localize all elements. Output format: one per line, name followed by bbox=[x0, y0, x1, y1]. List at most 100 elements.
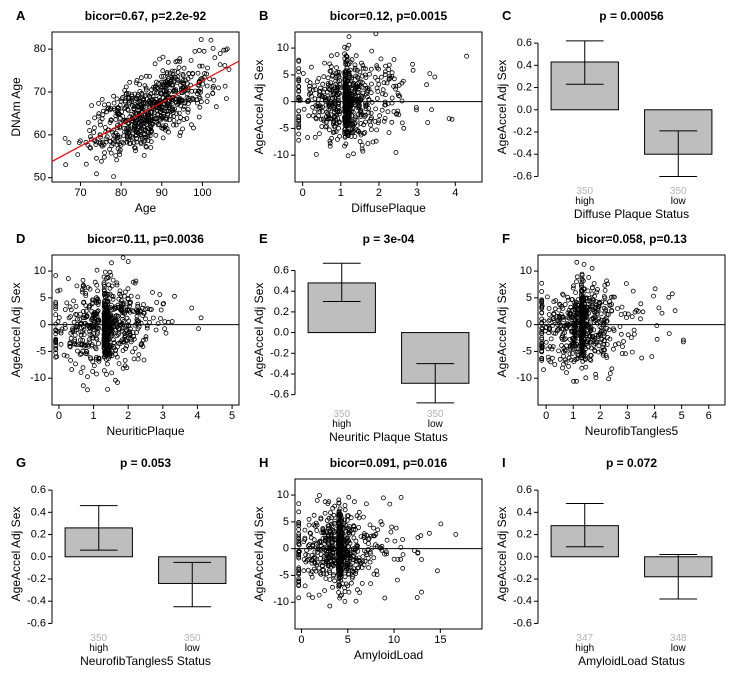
panel-F: Fbicor=0.058, p=0.130123456-10-50510Neur… bbox=[492, 229, 731, 448]
svg-text:-10: -10 bbox=[273, 596, 289, 608]
panel-I: Ip = 0.072-0.6-0.4-0.20.00.20.40.6347hig… bbox=[492, 453, 731, 672]
svg-text:0.0: 0.0 bbox=[517, 550, 532, 562]
svg-text:-5: -5 bbox=[279, 569, 289, 581]
svg-text:3: 3 bbox=[624, 410, 630, 422]
scatter-plot: Dbicor=0.11, p=0.0036012345-10-50510Neur… bbox=[6, 229, 245, 447]
svg-text:0: 0 bbox=[543, 410, 549, 422]
panel-D: Dbicor=0.11, p=0.0036012345-10-50510Neur… bbox=[6, 229, 245, 448]
scatter-plot: Fbicor=0.058, p=0.130123456-10-50510Neur… bbox=[492, 229, 731, 447]
svg-text:2: 2 bbox=[125, 410, 131, 422]
svg-text:0.6: 0.6 bbox=[517, 484, 532, 496]
svg-text:AgeAccel Adj Sex: AgeAccel Adj Sex bbox=[495, 506, 509, 601]
svg-text:6: 6 bbox=[706, 410, 712, 422]
svg-text:80: 80 bbox=[115, 187, 127, 199]
svg-text:bicor=0.058, p=0.13: bicor=0.058, p=0.13 bbox=[576, 232, 687, 246]
svg-text:0.0: 0.0 bbox=[517, 104, 532, 116]
svg-text:0: 0 bbox=[526, 319, 532, 331]
svg-text:-10: -10 bbox=[516, 373, 532, 385]
svg-text:10: 10 bbox=[277, 42, 289, 54]
svg-text:AmyloidLoad Status: AmyloidLoad Status bbox=[578, 654, 685, 668]
svg-text:5: 5 bbox=[229, 410, 235, 422]
svg-text:-0.4: -0.4 bbox=[27, 595, 46, 607]
svg-text:C: C bbox=[502, 8, 512, 23]
svg-text:0.4: 0.4 bbox=[274, 286, 289, 298]
scatter-plot: Bbicor=0.12, p=0.001501234-10-50510Diffu… bbox=[249, 6, 488, 224]
svg-text:low: low bbox=[671, 196, 687, 207]
svg-text:D: D bbox=[16, 231, 25, 246]
svg-text:-0.6: -0.6 bbox=[270, 389, 289, 401]
svg-text:10: 10 bbox=[34, 265, 46, 277]
svg-text:bicor=0.091, p=0.016: bicor=0.091, p=0.016 bbox=[330, 456, 448, 470]
svg-text:AgeAccel Adj Sex: AgeAccel Adj Sex bbox=[252, 283, 266, 378]
svg-text:low: low bbox=[428, 419, 444, 430]
svg-text:10: 10 bbox=[277, 489, 289, 501]
svg-text:0.6: 0.6 bbox=[274, 265, 289, 277]
svg-text:B: B bbox=[259, 8, 268, 23]
svg-text:high: high bbox=[575, 196, 594, 207]
svg-text:F: F bbox=[502, 231, 510, 246]
bar-plot: Ep = 3e-04-0.6-0.4-0.20.00.20.40.6350hig… bbox=[249, 229, 488, 447]
svg-text:-0.6: -0.6 bbox=[513, 170, 532, 182]
svg-text:0.2: 0.2 bbox=[31, 528, 46, 540]
panel-H: Hbicor=0.091, p=0.016051015-10-50510Amyl… bbox=[249, 453, 488, 672]
svg-text:p = 0.072: p = 0.072 bbox=[606, 456, 657, 470]
svg-text:80: 80 bbox=[34, 43, 46, 55]
svg-text:AgeAccel Adj Sex: AgeAccel Adj Sex bbox=[252, 60, 266, 155]
svg-text:0.0: 0.0 bbox=[31, 550, 46, 562]
svg-text:Neuritic Plaque Status: Neuritic Plaque Status bbox=[329, 430, 448, 444]
svg-text:-5: -5 bbox=[522, 346, 532, 358]
panel-B: Bbicor=0.12, p=0.001501234-10-50510Diffu… bbox=[249, 6, 488, 225]
svg-text:Age: Age bbox=[135, 201, 157, 215]
svg-text:70: 70 bbox=[34, 86, 46, 98]
svg-text:0.2: 0.2 bbox=[517, 528, 532, 540]
panel-E: Ep = 3e-04-0.6-0.4-0.20.00.20.40.6350hig… bbox=[249, 229, 488, 448]
scatter-plot: Abicor=0.67, p=2.2e-9270809010050607080A… bbox=[6, 6, 245, 224]
svg-text:NeuriticPlaque: NeuriticPlaque bbox=[106, 424, 184, 438]
svg-text:-0.4: -0.4 bbox=[513, 595, 532, 607]
bar-plot: Gp = 0.053-0.6-0.4-0.20.00.20.40.6350hig… bbox=[6, 453, 245, 671]
svg-text:DiffusePlaque: DiffusePlaque bbox=[351, 201, 426, 215]
svg-text:10: 10 bbox=[388, 634, 400, 646]
svg-text:-0.2: -0.2 bbox=[27, 573, 46, 585]
svg-text:-0.2: -0.2 bbox=[270, 348, 289, 360]
svg-text:5: 5 bbox=[40, 292, 46, 304]
svg-text:-0.2: -0.2 bbox=[513, 573, 532, 585]
svg-text:50: 50 bbox=[34, 172, 46, 184]
svg-text:1: 1 bbox=[570, 410, 576, 422]
svg-text:0.6: 0.6 bbox=[517, 37, 532, 49]
svg-text:0: 0 bbox=[283, 542, 289, 554]
svg-text:p = 0.00056: p = 0.00056 bbox=[599, 9, 664, 23]
svg-text:I: I bbox=[502, 455, 506, 470]
svg-text:AgeAccel Adj Sex: AgeAccel Adj Sex bbox=[252, 506, 266, 601]
svg-text:low: low bbox=[671, 643, 687, 654]
panel-C: Cp = 0.00056-0.6-0.4-0.20.00.20.40.6350h… bbox=[492, 6, 731, 225]
svg-text:-10: -10 bbox=[30, 373, 46, 385]
svg-text:DNAm Age: DNAm Age bbox=[9, 77, 23, 137]
svg-text:3: 3 bbox=[414, 187, 420, 199]
svg-text:high: high bbox=[332, 419, 351, 430]
svg-text:-0.4: -0.4 bbox=[513, 148, 532, 160]
svg-text:1: 1 bbox=[338, 187, 344, 199]
scatter-plot: Hbicor=0.091, p=0.016051015-10-50510Amyl… bbox=[249, 453, 488, 671]
svg-text:0.4: 0.4 bbox=[517, 59, 532, 71]
svg-text:NeurofibTangles5: NeurofibTangles5 bbox=[585, 424, 679, 438]
svg-text:60: 60 bbox=[34, 129, 46, 141]
svg-text:0.2: 0.2 bbox=[517, 82, 532, 94]
svg-text:4: 4 bbox=[651, 410, 657, 422]
svg-text:1: 1 bbox=[90, 410, 96, 422]
svg-text:3: 3 bbox=[160, 410, 166, 422]
svg-text:0: 0 bbox=[300, 187, 306, 199]
svg-text:15: 15 bbox=[434, 634, 446, 646]
svg-text:-0.6: -0.6 bbox=[27, 617, 46, 629]
svg-text:4: 4 bbox=[452, 187, 458, 199]
svg-text:0.4: 0.4 bbox=[517, 506, 532, 518]
svg-text:G: G bbox=[16, 455, 26, 470]
svg-text:AgeAccel Adj Sex: AgeAccel Adj Sex bbox=[9, 283, 23, 378]
svg-text:E: E bbox=[259, 231, 268, 246]
svg-text:H: H bbox=[259, 455, 268, 470]
svg-text:low: low bbox=[185, 643, 201, 654]
svg-text:p = 0.053: p = 0.053 bbox=[120, 456, 171, 470]
figure-grid: Abicor=0.67, p=2.2e-9270809010050607080A… bbox=[0, 0, 733, 678]
svg-text:5: 5 bbox=[526, 292, 532, 304]
svg-text:high: high bbox=[89, 643, 108, 654]
